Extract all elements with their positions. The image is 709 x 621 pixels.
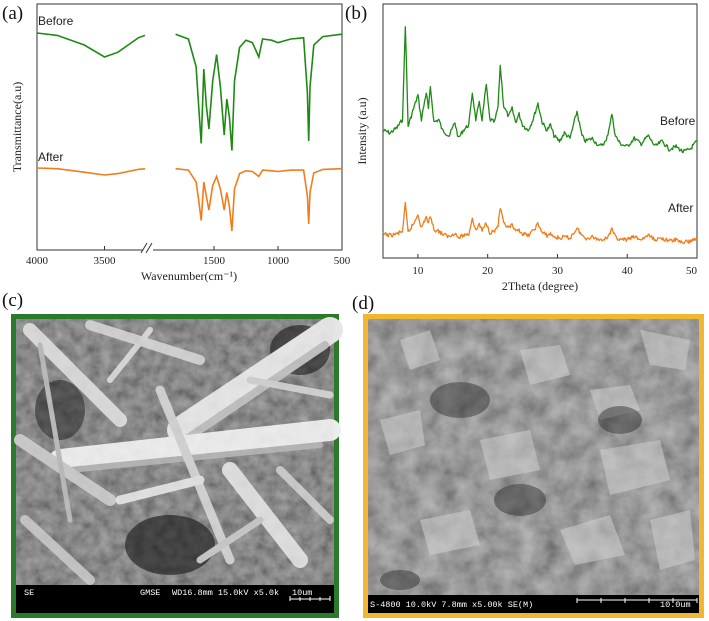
ftir-series-after-line-right <box>175 167 343 232</box>
xrd-legend-before: Before <box>660 114 696 128</box>
xrd-plot-frame <box>382 3 698 259</box>
ftir-legend-before: Before <box>38 14 74 28</box>
sem-d-params: S-4800 10.0kV 7.8mm x5.00k SE(M) <box>370 600 533 610</box>
xrd-tick-label: 10 <box>412 265 424 277</box>
xrd-tick-label: 30 <box>552 265 564 277</box>
xrd-legend-after: After <box>668 201 693 215</box>
sem-c-params: WD16.8mm 15.0kV x5.0k <box>172 588 279 598</box>
ftir-tick-label: 1500 <box>203 255 226 267</box>
ftir-tick-label: 500 <box>334 255 351 267</box>
sem-c-image <box>14 317 343 585</box>
panel-d: (d) S-48 <box>352 293 704 618</box>
ftir-series-before-line-left <box>36 32 146 58</box>
panel-c: (c) <box>2 290 343 618</box>
panel-b-label: (b) <box>345 3 367 24</box>
xrd-tick-label: 50 <box>686 265 698 277</box>
ftir-x-ticks: 4000 3500 1500 1000 500 <box>26 246 351 267</box>
ftir-tick-label: 1000 <box>267 255 290 267</box>
sem-c-scalebar <box>289 596 331 601</box>
ftir-x-axis-title: Wavenumber(cm⁻¹) <box>141 269 237 283</box>
sem-c-scale: 10um <box>292 588 312 598</box>
ftir-axis-break <box>140 242 153 254</box>
ftir-plot-frame <box>36 3 343 251</box>
ftir-series-after-line-left <box>36 167 146 176</box>
xrd-series-group <box>382 26 698 245</box>
xrd-tick-label: 40 <box>622 265 634 277</box>
sem-c-lab: GMSE <box>140 588 160 598</box>
xrd-y-axis-title: Intensity (a.u) <box>355 97 369 164</box>
xrd-x-axis-title: 2Theta (degree) <box>502 279 578 293</box>
ftir-tick-label: 4000 <box>26 255 49 267</box>
panel-a-label: (a) <box>2 3 23 24</box>
ftir-series-before-line-right <box>175 33 343 151</box>
panel-a: (a) Before After 4000 3500 1500 1000 500 Wav… <box>2 3 351 283</box>
xrd-tick-label: 20 <box>482 265 494 277</box>
sem-d-image <box>368 319 699 595</box>
xrd-series-after-line <box>382 201 698 245</box>
sem-c-infobar <box>16 585 334 613</box>
panel-c-label: (c) <box>2 290 23 311</box>
xrd-series-before-line <box>382 26 698 154</box>
ftir-legend-after: After <box>38 150 63 164</box>
sem-d-scalebar <box>576 598 698 603</box>
panel-b: (b) 10 20 30 40 50 Before After 2Theta (degr… <box>345 3 698 293</box>
panel-d-label: (d) <box>352 293 374 314</box>
sem-c-mode: SE <box>24 588 34 598</box>
ftir-tick-label: 3500 <box>94 255 117 267</box>
sem-d-scale: 10.0um <box>660 600 691 610</box>
xrd-x-ticks: 10 20 30 40 50 <box>412 254 698 277</box>
ftir-series-group <box>36 32 343 232</box>
ftir-y-axis-title: Transmittance(a.u) <box>10 82 24 173</box>
